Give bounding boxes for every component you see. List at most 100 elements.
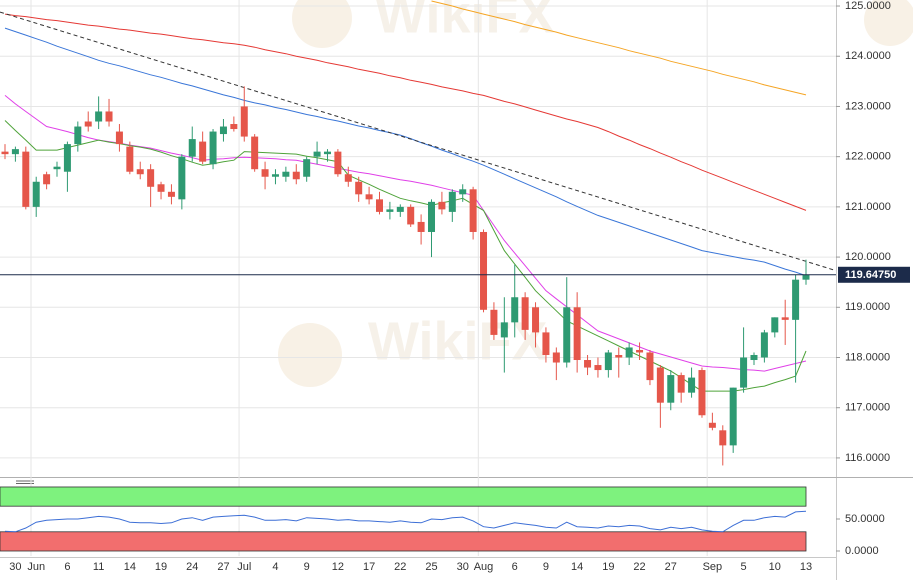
candle-body <box>53 166 61 170</box>
x-tick-label: 30 <box>9 561 21 573</box>
candle-body <box>126 146 134 172</box>
candle-body <box>11 149 19 155</box>
candle-body <box>490 309 498 335</box>
candle-body <box>167 191 175 197</box>
x-tick-label: 10 <box>769 561 781 573</box>
moving-average-line <box>4 13 807 211</box>
x-tick-label: 6 <box>64 561 70 573</box>
candle-body <box>542 332 550 355</box>
x-tick-label: 27 <box>665 561 677 573</box>
candle-body <box>43 174 51 185</box>
candle-body <box>698 370 706 416</box>
x-tick-label: 14 <box>124 561 136 573</box>
candle-body <box>22 151 30 207</box>
x-tick-label: Jul <box>237 561 251 573</box>
y-tick-label: 119.0000 <box>845 301 890 313</box>
candle-body <box>636 349 644 353</box>
candle-body <box>157 184 165 192</box>
watermark-logo <box>864 0 913 46</box>
candle-body <box>688 377 696 393</box>
y-tick-label: 117.0000 <box>845 402 890 414</box>
y-tick-label: 123.0000 <box>845 100 891 112</box>
candle-body <box>511 297 519 323</box>
candle-body <box>781 317 789 320</box>
x-tick-label: 4 <box>272 561 278 573</box>
watermark-logo <box>292 0 352 48</box>
x-tick-label: 17 <box>363 561 375 573</box>
x-tick-label: Jun <box>27 561 45 573</box>
candle-body <box>792 279 800 320</box>
moving-average-line <box>4 120 807 392</box>
candle-body <box>84 121 92 127</box>
candle-body <box>667 375 675 403</box>
candle-body <box>428 201 436 232</box>
candle-body <box>136 169 144 175</box>
y-tick-label: 122.0000 <box>845 151 891 163</box>
watermark-logo <box>278 323 342 387</box>
candle-body <box>292 171 300 180</box>
moving-average-line <box>4 27 807 277</box>
candle-body <box>615 354 623 358</box>
x-tick-label: 22 <box>633 561 645 573</box>
candle-body <box>563 307 571 363</box>
candle-body <box>74 126 82 145</box>
candle-body <box>407 206 415 225</box>
y-tick-label: 120.0000 <box>845 251 891 263</box>
candle-body <box>459 189 467 195</box>
x-tick-label: 6 <box>512 561 518 573</box>
candle-body <box>532 307 540 333</box>
x-tick-label: 14 <box>571 561 583 573</box>
candle-body <box>552 352 560 363</box>
candle-body <box>771 317 779 333</box>
candle-body <box>480 231 488 310</box>
candle-body <box>199 141 207 162</box>
x-tick-label: 5 <box>741 561 747 573</box>
candle-body <box>417 221 425 232</box>
x-tick-label: 9 <box>304 561 310 573</box>
candle-body <box>729 387 737 446</box>
candle-body <box>656 367 664 403</box>
candle-body <box>604 352 612 371</box>
candle-body <box>334 151 342 175</box>
candle-body <box>355 181 363 195</box>
candle-body <box>95 111 103 122</box>
y-tick-label: 125.0000 <box>845 0 891 12</box>
indicator-band <box>0 486 807 507</box>
candle-body <box>386 209 394 212</box>
y-tick-label: 118.0000 <box>845 351 890 363</box>
candle-body <box>625 347 633 358</box>
candle-body <box>147 169 155 187</box>
x-tick-label: 9 <box>543 561 549 573</box>
x-tick-label: Sep <box>703 561 723 573</box>
candle-body <box>500 322 508 338</box>
watermark: WikiFX <box>368 311 548 371</box>
candle-body <box>209 131 217 165</box>
last-price-label: 119.64750 <box>845 269 896 281</box>
candle-body <box>646 352 654 381</box>
x-tick-label: 22 <box>394 561 406 573</box>
candle-body <box>584 360 592 368</box>
candle-body <box>802 274 810 280</box>
candle-body <box>375 199 383 212</box>
candle-body <box>323 151 331 155</box>
candle-body <box>105 111 113 122</box>
candle-body <box>740 357 748 388</box>
candle-body <box>313 151 321 157</box>
x-tick-label: 25 <box>425 561 437 573</box>
candle-body <box>219 126 227 135</box>
candle-body <box>282 171 290 177</box>
candle-body <box>448 191 456 212</box>
x-tick-label: 24 <box>186 561 198 573</box>
y-tick-label: 50.0000 <box>845 513 885 525</box>
candle-body <box>115 131 123 145</box>
candle-body <box>521 297 529 330</box>
candle-body <box>573 307 581 361</box>
y-tick-label: 0.0000 <box>845 545 879 557</box>
candle-body <box>178 156 186 200</box>
x-tick-label: 30 <box>457 561 469 573</box>
x-tick-label: 19 <box>602 561 614 573</box>
last-price-box <box>838 266 910 283</box>
indicator-band <box>0 531 807 552</box>
